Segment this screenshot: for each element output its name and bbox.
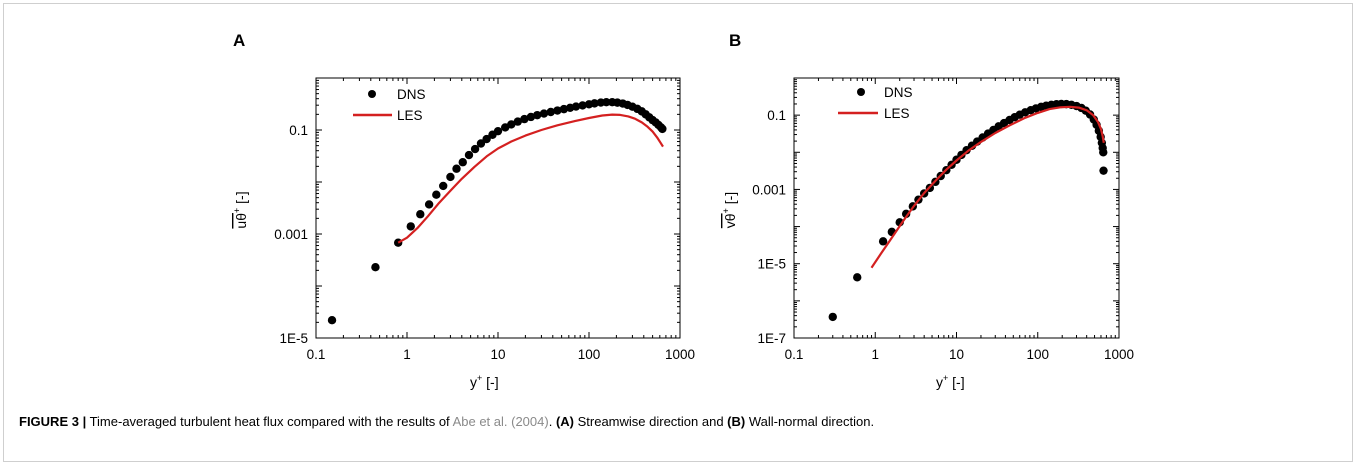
y-tick-label-b: 0.001 xyxy=(752,182,786,197)
y-tick-label-b: 1E-7 xyxy=(757,331,786,346)
x-tick-label-b: 1 xyxy=(871,347,879,362)
dns-point-b xyxy=(1099,148,1108,157)
dns-point-a xyxy=(658,124,667,134)
dns-point-a xyxy=(452,164,461,173)
dns-point-a xyxy=(393,238,403,247)
plot-frame-b xyxy=(793,77,1120,339)
y-axis-title-b: vθ+ [-] xyxy=(721,192,738,228)
legend-dns-marker-a xyxy=(368,90,376,98)
dns-point-a xyxy=(507,120,516,129)
dns-points-b xyxy=(828,99,1108,322)
dns-point-a xyxy=(464,150,474,160)
dns-point-a xyxy=(476,139,486,148)
dns-point-a xyxy=(482,134,491,144)
dns-point-a xyxy=(513,117,522,126)
caption-reference-link[interactable]: Abe et al. (2004) xyxy=(452,414,549,429)
figure-caption: FIGURE 3 | Time-averaged turbulent heat … xyxy=(19,413,1339,431)
dns-points-a xyxy=(327,97,667,325)
dns-point-a xyxy=(590,99,599,108)
y-tick-label-b: 1E-5 xyxy=(757,257,786,272)
dns-point-b xyxy=(853,273,862,282)
legend-dns-label-a: DNS xyxy=(397,87,426,102)
les-curve-a xyxy=(397,113,664,244)
panel-letter-b: B xyxy=(729,31,741,50)
figure-frame xyxy=(3,3,1353,462)
les-curve-b xyxy=(870,105,1105,269)
dns-point-a xyxy=(539,109,549,118)
y-tick-label-b: 0.1 xyxy=(767,108,786,123)
panel-letter-a: A xyxy=(233,31,245,50)
caption-text-1: Time-averaged turbulent heat flux compar… xyxy=(86,414,453,429)
legend-dns-label-b: DNS xyxy=(884,85,913,100)
dns-point-a xyxy=(327,315,337,325)
legend-a: DNS LES xyxy=(353,87,426,123)
dns-point-a xyxy=(578,101,587,110)
dns-point-a xyxy=(546,107,555,117)
dns-point-a xyxy=(458,158,467,167)
dns-point-a xyxy=(406,222,415,231)
x-tick-label-a: 0.1 xyxy=(307,347,326,362)
x-tick-label-a: 100 xyxy=(578,347,601,362)
caption-part-b-label: (B) xyxy=(727,414,746,429)
dns-point-b xyxy=(1099,166,1108,175)
x-tick-label-a: 1000 xyxy=(665,347,695,362)
dns-point-a xyxy=(533,110,542,120)
dns-point-a xyxy=(553,106,562,115)
x-tick-label-b: 1000 xyxy=(1104,347,1134,362)
dns-point-a xyxy=(439,181,448,191)
caption-text-2: . xyxy=(548,414,556,429)
y-axis-title-a: uθ+ [-] xyxy=(232,191,249,228)
dns-point-a xyxy=(493,126,503,136)
x-tick-label-a: 10 xyxy=(490,347,505,362)
dns-point-a xyxy=(416,210,425,219)
ticks-b: 0.1 1 10 100 1000 1E-7 1E-5 0.001 0.1 xyxy=(752,77,1134,362)
dns-point-b xyxy=(828,312,837,322)
y-tick-label-a: 1E-5 xyxy=(279,331,308,346)
ticks-a: 0.1 1 10 100 1000 1E-5 0.001 0.1 xyxy=(274,77,695,362)
y-tick-label-a: 0.1 xyxy=(289,123,308,138)
legend-les-label-a: LES xyxy=(397,108,423,123)
dns-point-a xyxy=(432,190,441,199)
dns-point-a xyxy=(602,97,611,107)
plot-frame-a xyxy=(315,77,681,339)
legend-b: DNS LES xyxy=(838,85,913,121)
dns-point-a xyxy=(446,172,455,182)
y-tick-label-a: 0.001 xyxy=(274,227,308,242)
les-line-b xyxy=(870,105,1105,269)
legend-dns-marker-b xyxy=(857,88,865,96)
x-tick-label-b: 10 xyxy=(949,347,964,362)
x-axis-title-b: y+ [-] xyxy=(936,373,965,390)
x-tick-label-a: 1 xyxy=(403,347,411,362)
x-tick-label-b: 0.1 xyxy=(785,347,804,362)
caption-part-a-label: (A) xyxy=(555,414,574,429)
caption-figure-label: FIGURE 3 | xyxy=(19,414,87,429)
dns-point-a xyxy=(371,262,380,272)
dns-point-a xyxy=(526,112,536,122)
les-line-a xyxy=(397,113,664,244)
chart-panel-a: A 0.1 1 10 100 1000 1E-5 0.001 0.1 DNS LES y+ [… xyxy=(232,31,695,390)
x-axis-title-a: y+ [-] xyxy=(470,373,499,390)
dns-point-b xyxy=(878,237,888,246)
dns-point-b xyxy=(901,209,911,219)
dns-point-a xyxy=(571,102,581,111)
x-tick-label-b: 100 xyxy=(1026,347,1049,362)
dns-point-a xyxy=(520,114,529,124)
legend-les-label-b: LES xyxy=(884,106,910,121)
caption-part-a-text: Streamwise direction and xyxy=(573,414,728,429)
dns-point-a xyxy=(470,144,480,154)
dns-point-a xyxy=(424,200,434,209)
caption-part-b-text: Wall-normal direction. xyxy=(745,414,875,429)
